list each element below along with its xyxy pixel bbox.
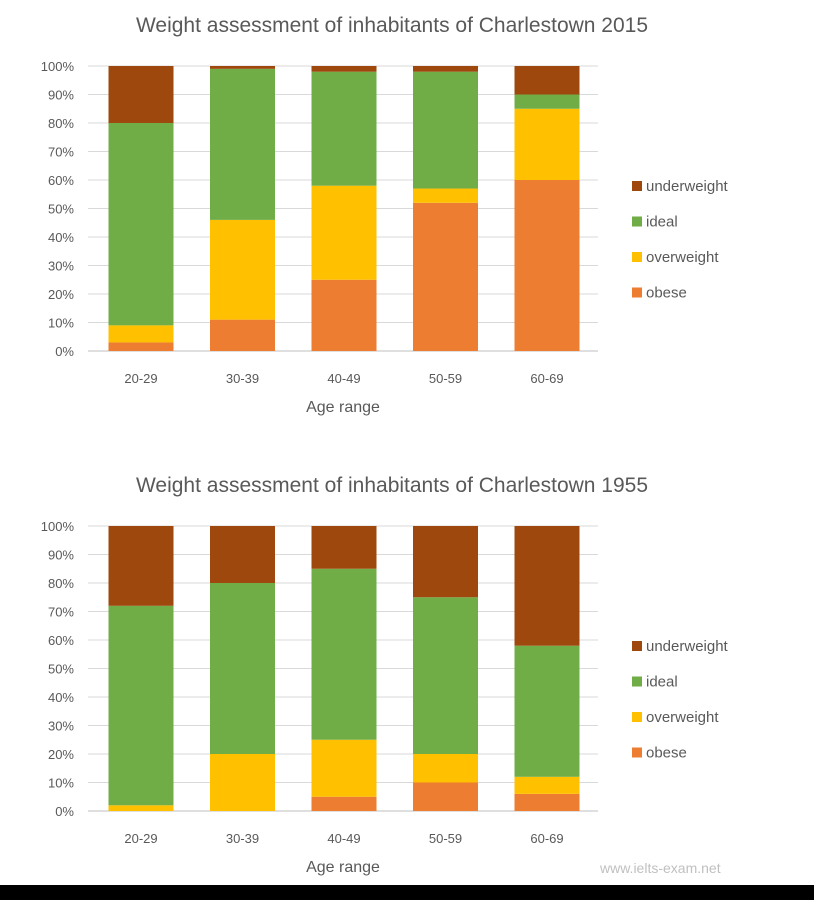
x-tick-label: 40-49 xyxy=(327,831,360,846)
legend-label-ideal: ideal xyxy=(646,214,678,231)
legend-swatch-overweight xyxy=(632,252,642,262)
bar-segment-obese xyxy=(514,793,580,811)
legend-swatch-overweight xyxy=(632,712,642,722)
bar-segment-ideal xyxy=(311,568,377,740)
y-tick-label: 10% xyxy=(48,316,74,331)
legend-label-overweight: overweight xyxy=(646,709,719,726)
y-tick-label: 40% xyxy=(48,230,74,245)
legend-label-underweight: underweight xyxy=(646,178,729,195)
bar-segment-overweight xyxy=(311,739,377,797)
x-tick-label: 20-29 xyxy=(124,831,157,846)
y-tick-label: 90% xyxy=(48,548,74,563)
y-tick-label: 40% xyxy=(48,690,74,705)
bar-segment-underweight xyxy=(514,66,580,95)
bar-segment-obese xyxy=(514,180,580,351)
bar-segment-obese xyxy=(108,342,174,351)
y-tick-label: 100% xyxy=(41,519,75,534)
watermark: www.ielts-exam.net xyxy=(600,860,721,876)
bar-segment-underweight xyxy=(311,66,377,72)
bar-segment-ideal xyxy=(108,605,174,806)
y-tick-label: 80% xyxy=(48,116,74,131)
x-tick-label: 60-69 xyxy=(530,831,563,846)
bar-segment-obese xyxy=(311,796,377,811)
x-axis-title: Age range xyxy=(306,859,380,876)
bar-segment-underweight xyxy=(413,66,478,72)
bar-segment-ideal xyxy=(210,68,275,220)
chart-title: Weight assessment of inhabitants of Char… xyxy=(136,14,648,37)
bar-segment-underweight xyxy=(514,526,580,646)
y-tick-label: 60% xyxy=(48,173,74,188)
bar-segment-ideal xyxy=(514,645,580,777)
bar-segment-overweight xyxy=(413,754,478,783)
bar-segment-ideal xyxy=(413,597,478,754)
x-tick-label: 40-49 xyxy=(327,371,360,386)
bar-segment-ideal xyxy=(311,71,377,186)
chart-title: Weight assessment of inhabitants of Char… xyxy=(136,474,648,497)
bar-segment-obese xyxy=(413,202,478,351)
bar-segment-overweight xyxy=(514,108,580,180)
y-tick-label: 50% xyxy=(48,202,74,217)
x-tick-label: 50-59 xyxy=(429,831,462,846)
x-tick-label: 60-69 xyxy=(530,371,563,386)
bar-segment-underweight xyxy=(311,526,377,569)
legend-label-ideal: ideal xyxy=(646,674,678,691)
y-tick-label: 30% xyxy=(48,259,74,274)
bottom-border xyxy=(0,885,814,900)
x-tick-label: 20-29 xyxy=(124,371,157,386)
y-tick-label: 80% xyxy=(48,576,74,591)
bar-segment-obese xyxy=(413,782,478,811)
bar-segment-obese xyxy=(311,279,377,351)
bar-segment-ideal xyxy=(108,123,174,326)
bar-segment-underweight xyxy=(210,526,275,583)
chart-1955: Weight assessment of inhabitants of Char… xyxy=(41,474,729,876)
legend-swatch-ideal xyxy=(632,676,642,687)
legend-label-underweight: underweight xyxy=(646,638,729,655)
bar-segment-overweight xyxy=(413,188,478,203)
y-tick-label: 60% xyxy=(48,633,74,648)
y-tick-label: 0% xyxy=(55,344,74,359)
bar-segment-ideal xyxy=(210,583,275,754)
bar-segment-overweight xyxy=(514,776,580,794)
legend-swatch-obese xyxy=(632,747,642,758)
legend-label-obese: obese xyxy=(646,745,687,762)
y-tick-label: 100% xyxy=(41,59,75,74)
bar-segment-underweight xyxy=(108,526,174,606)
bar-segment-overweight xyxy=(210,219,275,320)
y-tick-label: 30% xyxy=(48,719,74,734)
y-tick-label: 70% xyxy=(48,605,74,620)
x-axis-title: Age range xyxy=(306,399,380,416)
y-tick-label: 50% xyxy=(48,662,74,677)
legend-swatch-ideal xyxy=(632,216,642,227)
bar-segment-obese xyxy=(210,319,275,351)
y-tick-label: 20% xyxy=(48,287,74,302)
legend-label-overweight: overweight xyxy=(646,249,719,266)
y-tick-label: 70% xyxy=(48,145,74,160)
x-tick-label: 30-39 xyxy=(226,831,259,846)
legend-swatch-underweight xyxy=(632,181,642,191)
legend-label-obese: obese xyxy=(646,285,687,302)
bar-segment-overweight xyxy=(311,185,377,280)
bar-segment-overweight xyxy=(210,754,275,811)
y-tick-label: 20% xyxy=(48,747,74,762)
legend-swatch-underweight xyxy=(632,641,642,651)
bar-segment-ideal xyxy=(514,94,580,109)
y-tick-label: 10% xyxy=(48,776,74,791)
x-tick-label: 30-39 xyxy=(226,371,259,386)
chart-2015: Weight assessment of inhabitants of Char… xyxy=(41,14,729,416)
bar-segment-overweight xyxy=(108,805,174,811)
bar-segment-ideal xyxy=(413,71,478,189)
legend-swatch-obese xyxy=(632,287,642,298)
y-tick-label: 90% xyxy=(48,88,74,103)
x-tick-label: 50-59 xyxy=(429,371,462,386)
y-tick-label: 0% xyxy=(55,804,74,819)
bar-segment-underweight xyxy=(108,66,174,123)
bar-segment-overweight xyxy=(108,325,174,343)
bar-segment-underweight xyxy=(210,66,275,69)
bar-segment-underweight xyxy=(413,526,478,598)
